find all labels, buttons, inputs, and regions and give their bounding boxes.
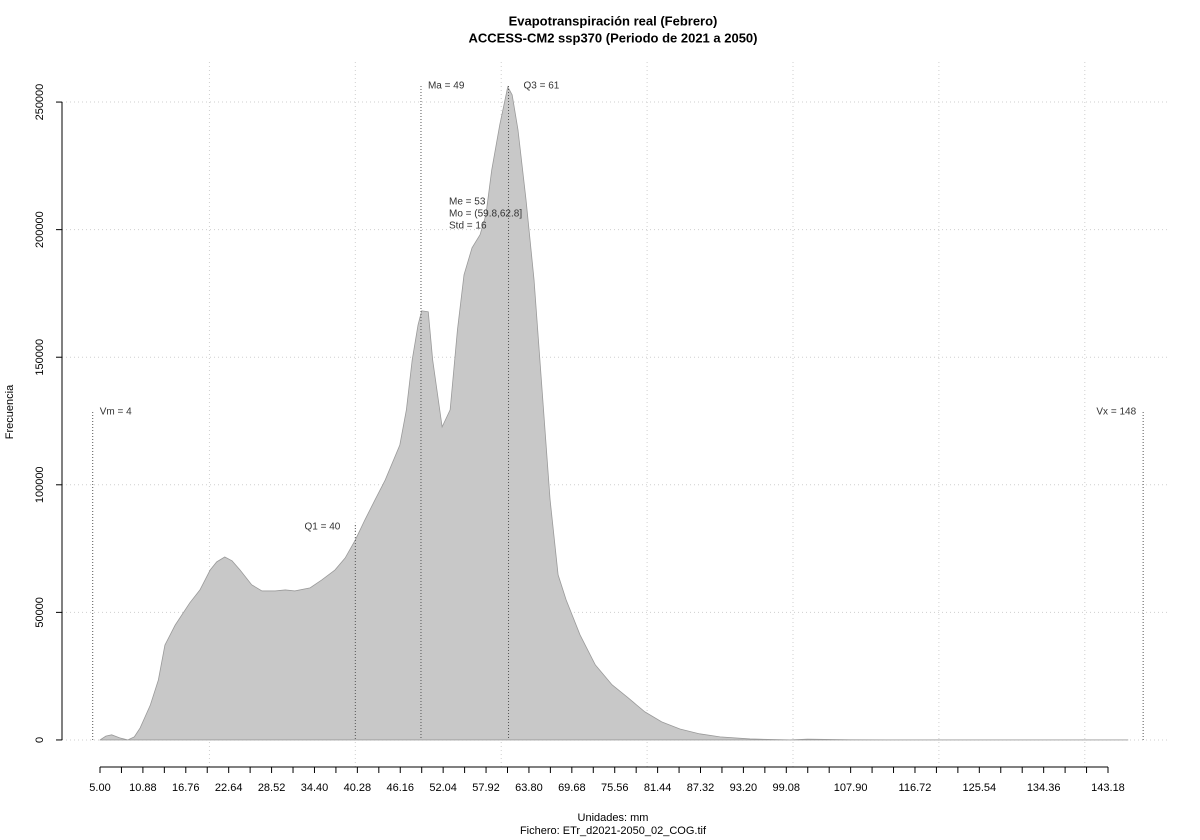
stat-label: Me = 53	[449, 197, 486, 208]
y-tick-label: 150000	[34, 339, 46, 376]
x-axis-label: Unidades: mm	[578, 812, 649, 824]
reference-label: Q3 = 61	[524, 81, 560, 92]
y-axis-label: Frecuencia	[4, 384, 16, 439]
x-tick-label: 16.76	[172, 782, 200, 794]
chart-subtitle: ACCESS-CM2 ssp370 (Periodo de 2021 a 205…	[468, 30, 757, 45]
area	[99, 85, 1129, 741]
y-tick-label: 0	[34, 737, 46, 743]
x-tick-label: 93.20	[730, 782, 758, 794]
y-tick-label: 50000	[34, 597, 46, 628]
x-tick-label: 46.16	[386, 782, 414, 794]
x-tick-label: 5.00	[89, 782, 110, 794]
reference-label: Vm = 4	[100, 407, 132, 418]
x-tick-label: 57.92	[472, 782, 500, 794]
stat-label: Mo = (59.8,62.8]	[449, 209, 522, 220]
x-tick-label: 81.44	[644, 782, 672, 794]
y-tick-label: 100000	[34, 466, 46, 503]
x-tick-label: 107.90	[834, 782, 868, 794]
reference-label: Q1 = 40	[304, 522, 340, 533]
x-tick-label: 99.08	[773, 782, 801, 794]
chart-title: Evapotranspiración real (Febrero)	[509, 13, 718, 28]
x-tick-label: 28.52	[258, 782, 286, 794]
x-tick-label: 116.72	[899, 782, 932, 794]
x-tick-label: 63.80	[515, 782, 543, 794]
reference-label: Ma = 49	[428, 81, 465, 92]
x-tick-label: 69.68	[558, 782, 586, 794]
x-tick-label: 134.36	[1027, 782, 1061, 794]
x-tick-label: 87.32	[687, 782, 715, 794]
x-tick-label: 52.04	[429, 782, 457, 794]
x-tick-label: 125.54	[962, 782, 996, 794]
x-tick-label: 22.64	[215, 782, 243, 794]
y-tick-label: 200000	[34, 211, 46, 248]
y-tick-label: 250000	[34, 84, 46, 121]
x-tick-label: 75.56	[601, 782, 629, 794]
stat-label: Std = 16	[449, 221, 487, 232]
x-tick-label: 34.40	[301, 782, 329, 794]
x-tick-label: 10.88	[129, 782, 157, 794]
x-tick-label: 40.28	[344, 782, 372, 794]
reference-label: Vx = 148	[1096, 407, 1136, 418]
x-tick-label: 143.18	[1091, 782, 1125, 794]
caption: Fichero: ETr_d2021-2050_02_COG.tif	[520, 825, 707, 837]
